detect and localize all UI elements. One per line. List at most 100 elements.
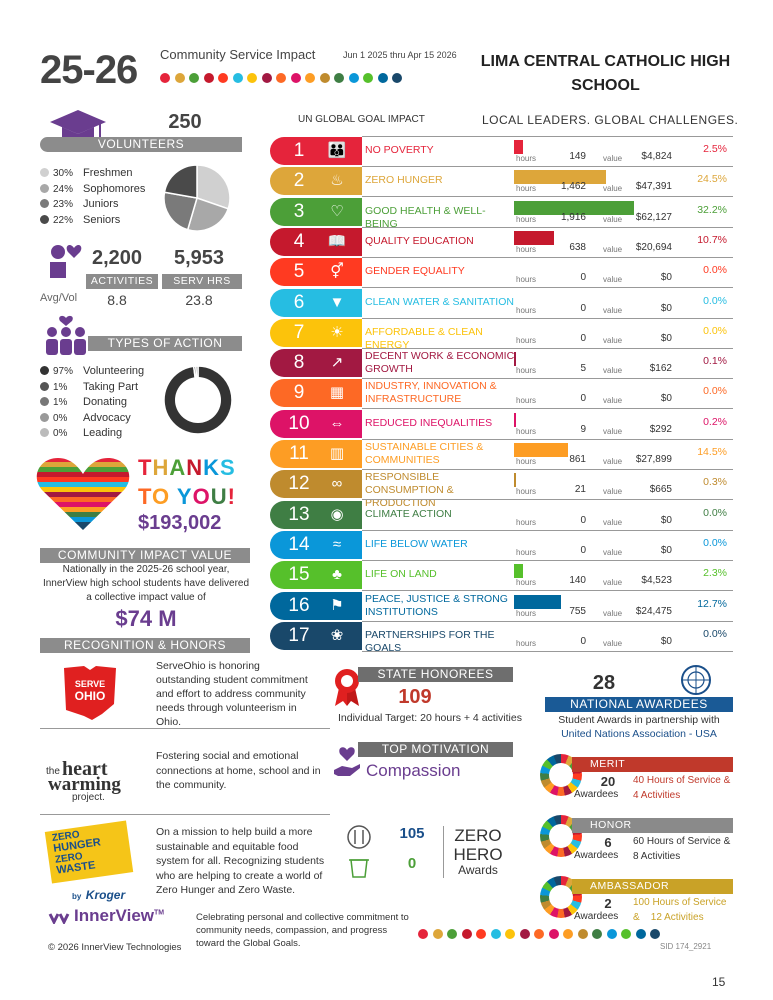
award-criteria-line2: & 12 Activities	[633, 912, 704, 923]
zero-hero-divider	[443, 826, 444, 878]
footer-dot	[418, 929, 428, 939]
volunteers-legend-item: 24% Sophomores	[40, 182, 145, 197]
volunteers-legend-label: Freshmen	[83, 167, 133, 179]
footer-dot	[548, 929, 559, 939]
serve-ohio-logo-line2: OHIO	[74, 689, 106, 703]
thanks-letter: O	[192, 484, 211, 509]
goal-value: $0	[660, 544, 672, 556]
footer-dot	[650, 929, 660, 939]
goal-tab: 9 ▦	[270, 379, 362, 408]
tree-icon: ♣	[332, 566, 342, 584]
thanks-letter: !	[227, 484, 236, 509]
types-of-action-legend-pct: 0%	[53, 428, 68, 439]
volunteers-legend-swatch	[40, 183, 49, 193]
types-of-action-legend-pct: 1%	[53, 381, 68, 393]
goal-value-label: value	[603, 335, 623, 345]
volunteers-legend-label: Seniors	[83, 213, 121, 226]
goal-tab: 17 ❀	[270, 621, 362, 650]
copyright: © 2026 InnerView Technologies	[48, 942, 182, 953]
school-name-line1: LIMA CENTRAL CATHOLIC HIGH	[480, 53, 731, 70]
zero-hero-awards-title: ZERO HERO Awards	[448, 826, 508, 876]
goal-value: $292	[649, 423, 672, 435]
volunteers-pie-slice	[196, 164, 231, 210]
goal-name: CLEAN WATER & SANITATION	[365, 295, 514, 308]
top-motivation-banner: TOP MOTIVATION	[358, 742, 513, 757]
goal-divider	[362, 559, 733, 561]
goal-divider	[362, 378, 733, 380]
ribbon-award-icon	[333, 668, 361, 713]
goal-percent: 2.5%	[703, 143, 727, 155]
footer-dot	[534, 929, 544, 939]
zero-waste-count: 0	[407, 855, 417, 872]
header-dot	[363, 73, 373, 83]
goal-number: 15	[288, 564, 310, 586]
footer-dot	[432, 929, 443, 939]
goal-row: 6 ▼ CLEAN WATER & SANITATION hours 0 value $0 0…	[270, 288, 733, 319]
types-of-action-legend-label: Volunteering	[83, 365, 145, 377]
goal-hours-bar	[514, 230, 554, 245]
volunteers-legend-pct: 23%	[53, 199, 74, 210]
award-awardees-label: Awardees	[574, 789, 619, 800]
types-of-action-legend-item: 97% Volunteering	[40, 364, 144, 379]
goal-divider	[362, 529, 733, 531]
goal-hours-label: hours	[516, 426, 537, 436]
goal-hours-label: hours	[516, 547, 537, 557]
volunteers-legend-swatch	[40, 168, 49, 177]
goal-name: NO POVERTY	[365, 144, 434, 156]
header-dot	[218, 73, 228, 83]
goal-value: $4,523	[641, 575, 672, 587]
goal-divider	[362, 650, 733, 652]
goal-name: ZERO HUNGER	[365, 174, 443, 187]
award-count: 20	[600, 774, 616, 789]
activities-count: 2,200	[91, 247, 143, 269]
types-of-action-legend-pct: 1%	[53, 397, 68, 408]
footer-dot	[563, 929, 573, 939]
report-title: Community Service Impact	[160, 47, 316, 62]
year-title: 25-26	[40, 48, 138, 92]
volunteers-legend-pct: 30%	[53, 168, 74, 179]
goal-value-label: value	[603, 366, 623, 376]
goal-hours: 0	[580, 635, 586, 647]
header-dot	[334, 73, 344, 83]
heartbeat-icon: ♡	[330, 202, 344, 220]
goal-number: 4	[293, 230, 305, 252]
footer-dot	[476, 929, 486, 939]
goal-number: 11	[289, 443, 309, 464]
un-goal-label: UN GLOBAL GOAL IMPACT	[298, 114, 425, 125]
goal-value-label: value	[603, 487, 623, 497]
goal-hours-label: hours	[516, 154, 537, 163]
goal-tab: 12 ∞	[270, 470, 362, 499]
goal-name: PEACE, JUSTICE & STRONG INSTITUTIONS	[365, 592, 508, 618]
thanks-letter: Y	[176, 484, 193, 509]
goal-number: 6	[293, 291, 305, 313]
footer-dot	[621, 929, 631, 939]
footer-dot	[519, 929, 530, 939]
goal-value: $0	[660, 302, 672, 314]
award-banner: HONOR	[572, 818, 733, 833]
community-impact-text: Nationally in the 2025-26 school year, I…	[36, 563, 256, 605]
infinity-icon: ∞	[331, 475, 343, 493]
goal-divider	[362, 166, 733, 167]
goal-tab: 5 ⚥	[270, 258, 362, 287]
volunteers-pie-slice	[186, 197, 230, 232]
gender-icon: ⚥	[330, 263, 344, 281]
zero-hero-title-awards: Awards	[458, 863, 498, 877]
kroger-logo-name: Kroger	[85, 888, 126, 902]
types-of-action-legend-item: 1% Taking Part	[40, 380, 138, 395]
goal-value-label: value	[603, 154, 623, 163]
goal-hours-bar	[514, 412, 516, 427]
award-count: 2	[604, 896, 612, 911]
types-of-action-legend-pct: 97%	[53, 366, 74, 377]
goal-value: $47,391	[635, 181, 672, 193]
goal-value: $20,694	[635, 241, 672, 253]
types-of-action-legend-swatch	[40, 397, 49, 406]
goal-percent: 24.5%	[697, 173, 727, 186]
types-of-action-donut-hole	[175, 377, 221, 423]
goal-number: 2	[293, 170, 305, 192]
goal-name: SUSTAINABLE CITIES & COMMUNITIES	[365, 441, 484, 466]
goal-percent: 0.0%	[703, 324, 727, 337]
thanks-letter: H	[152, 455, 170, 480]
serve-ohio-logo-line1: SERVE	[74, 679, 106, 689]
award-banner: AMBASSADOR	[572, 879, 733, 894]
goal-tab: 7 ☀	[270, 318, 362, 347]
